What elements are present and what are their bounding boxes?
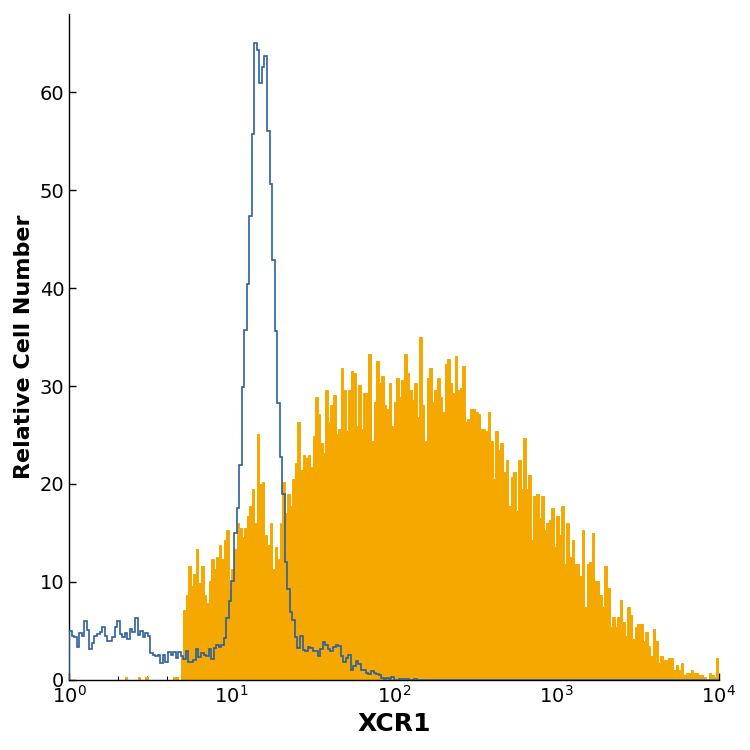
Y-axis label: Relative Cell Number: Relative Cell Number	[14, 214, 34, 479]
X-axis label: XCR1: XCR1	[357, 712, 430, 736]
